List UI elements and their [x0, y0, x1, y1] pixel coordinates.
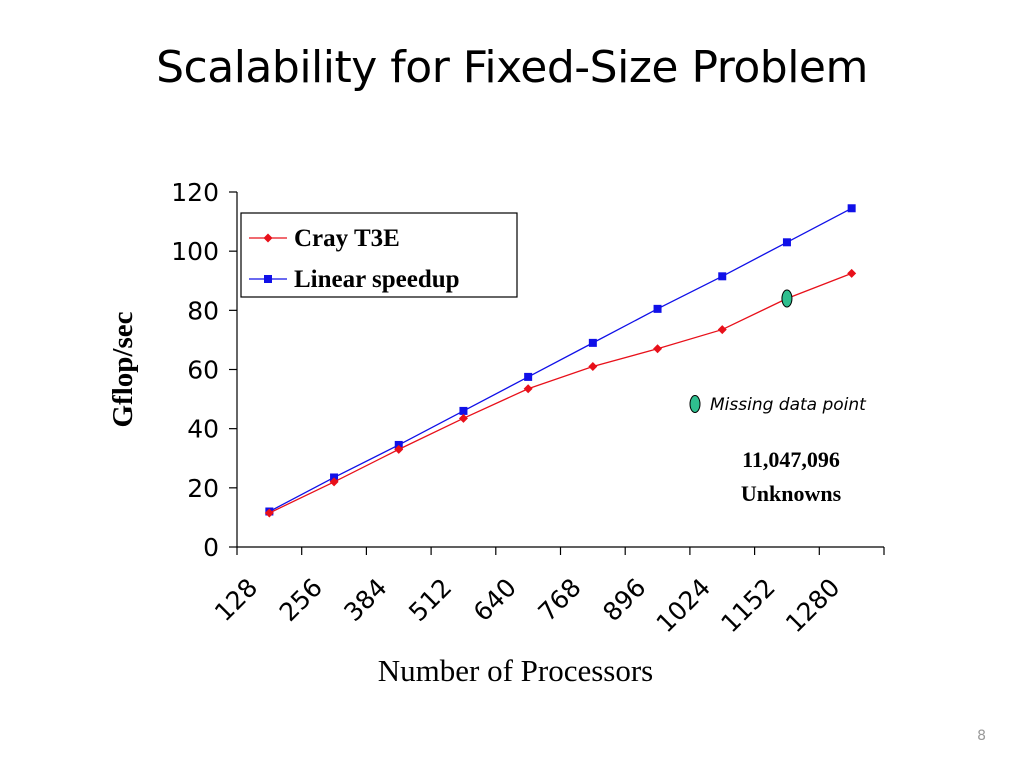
unknowns-label: Unknowns	[741, 481, 842, 506]
y-tick-label: 80	[187, 296, 219, 325]
missing-point-legend-icon	[689, 395, 701, 413]
y-tick-label: 60	[187, 356, 219, 385]
x-tick-label: 1280	[780, 573, 845, 638]
slide-title: Scalability for Fixed-Size Problem	[156, 42, 868, 93]
data-point	[523, 384, 533, 394]
x-axis-title: Number of Processors	[378, 653, 654, 688]
missing-point-label: Missing data point	[710, 395, 867, 415]
y-tick-label: 100	[171, 237, 219, 266]
y-tick-label: 0	[203, 533, 219, 562]
data-point	[782, 238, 791, 247]
x-tick-label: 896	[597, 573, 651, 627]
chart-series	[264, 204, 857, 518]
data-point	[459, 406, 468, 415]
data-point	[653, 304, 662, 313]
x-tick-label: 1024	[651, 573, 716, 638]
data-point	[653, 344, 663, 354]
x-tick-label: 1152	[715, 573, 780, 638]
y-tick-label: 20	[187, 474, 219, 503]
legend-swatch-marker	[264, 275, 272, 283]
data-point	[524, 372, 533, 381]
legend-label: Cray T3E	[294, 225, 400, 252]
y-tick-label: 40	[187, 415, 219, 444]
data-point	[329, 477, 339, 487]
data-point	[847, 204, 856, 213]
legend-label: Linear speedup	[294, 266, 460, 293]
x-tick-label: 640	[468, 573, 522, 627]
chart-legend: Cray T3E Linear speedup	[240, 212, 518, 298]
x-tick-label: 512	[403, 573, 457, 627]
legend-swatch-marker	[263, 233, 273, 243]
data-point	[458, 413, 468, 423]
data-point	[588, 362, 598, 372]
series-line	[269, 272, 852, 514]
data-point	[264, 508, 274, 518]
legend-box	[240, 212, 518, 298]
x-tick-label: 384	[338, 573, 392, 627]
data-point	[718, 272, 727, 281]
x-tick-label: 128	[209, 573, 263, 627]
y-axis-title: Gflop/sec	[107, 311, 139, 427]
chart-annotations: Missing data point 11,047,096 Unknowns	[689, 395, 867, 506]
data-point	[847, 268, 857, 278]
data-point	[588, 338, 597, 347]
series-linear-speedup	[265, 204, 856, 516]
missing-data-point-marker	[781, 289, 793, 308]
data-point	[717, 325, 727, 335]
data-point	[394, 444, 404, 454]
y-tick-label: 120	[171, 178, 219, 207]
series-line	[269, 207, 852, 513]
unknowns-count: 11,047,096	[742, 447, 840, 472]
x-tick-label: 768	[532, 573, 586, 627]
page-number: 8	[977, 728, 986, 744]
x-tick-label: 256	[274, 573, 328, 627]
